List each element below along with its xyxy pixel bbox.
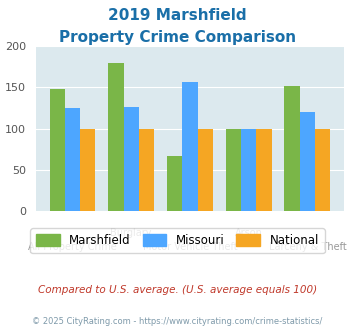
Bar xyxy=(315,129,330,211)
Legend: Marshfield, Missouri, National: Marshfield, Missouri, National xyxy=(30,228,325,253)
Text: Arson: Arson xyxy=(235,228,263,238)
Text: Compared to U.S. average. (U.S. average equals 100): Compared to U.S. average. (U.S. average … xyxy=(38,285,317,295)
Text: Property Crime Comparison: Property Crime Comparison xyxy=(59,30,296,45)
Bar xyxy=(139,129,154,211)
Bar xyxy=(182,82,198,211)
Bar xyxy=(167,156,182,211)
Bar xyxy=(284,86,300,211)
Bar xyxy=(65,108,80,211)
Bar xyxy=(256,129,272,211)
Text: Larceny & Theft: Larceny & Theft xyxy=(268,242,346,252)
Bar xyxy=(80,129,95,211)
Bar xyxy=(241,129,256,211)
Text: © 2025 CityRating.com - https://www.cityrating.com/crime-statistics/: © 2025 CityRating.com - https://www.city… xyxy=(32,317,323,326)
Text: All Property Crime: All Property Crime xyxy=(28,242,117,252)
Bar xyxy=(198,129,213,211)
Bar xyxy=(124,107,139,211)
Text: Burglary: Burglary xyxy=(110,228,152,238)
Bar xyxy=(108,63,124,211)
Text: Motor Vehicle Theft: Motor Vehicle Theft xyxy=(143,242,237,252)
Bar xyxy=(50,89,65,211)
Bar xyxy=(300,112,315,211)
Bar xyxy=(226,129,241,211)
Text: 2019 Marshfield: 2019 Marshfield xyxy=(108,8,247,23)
